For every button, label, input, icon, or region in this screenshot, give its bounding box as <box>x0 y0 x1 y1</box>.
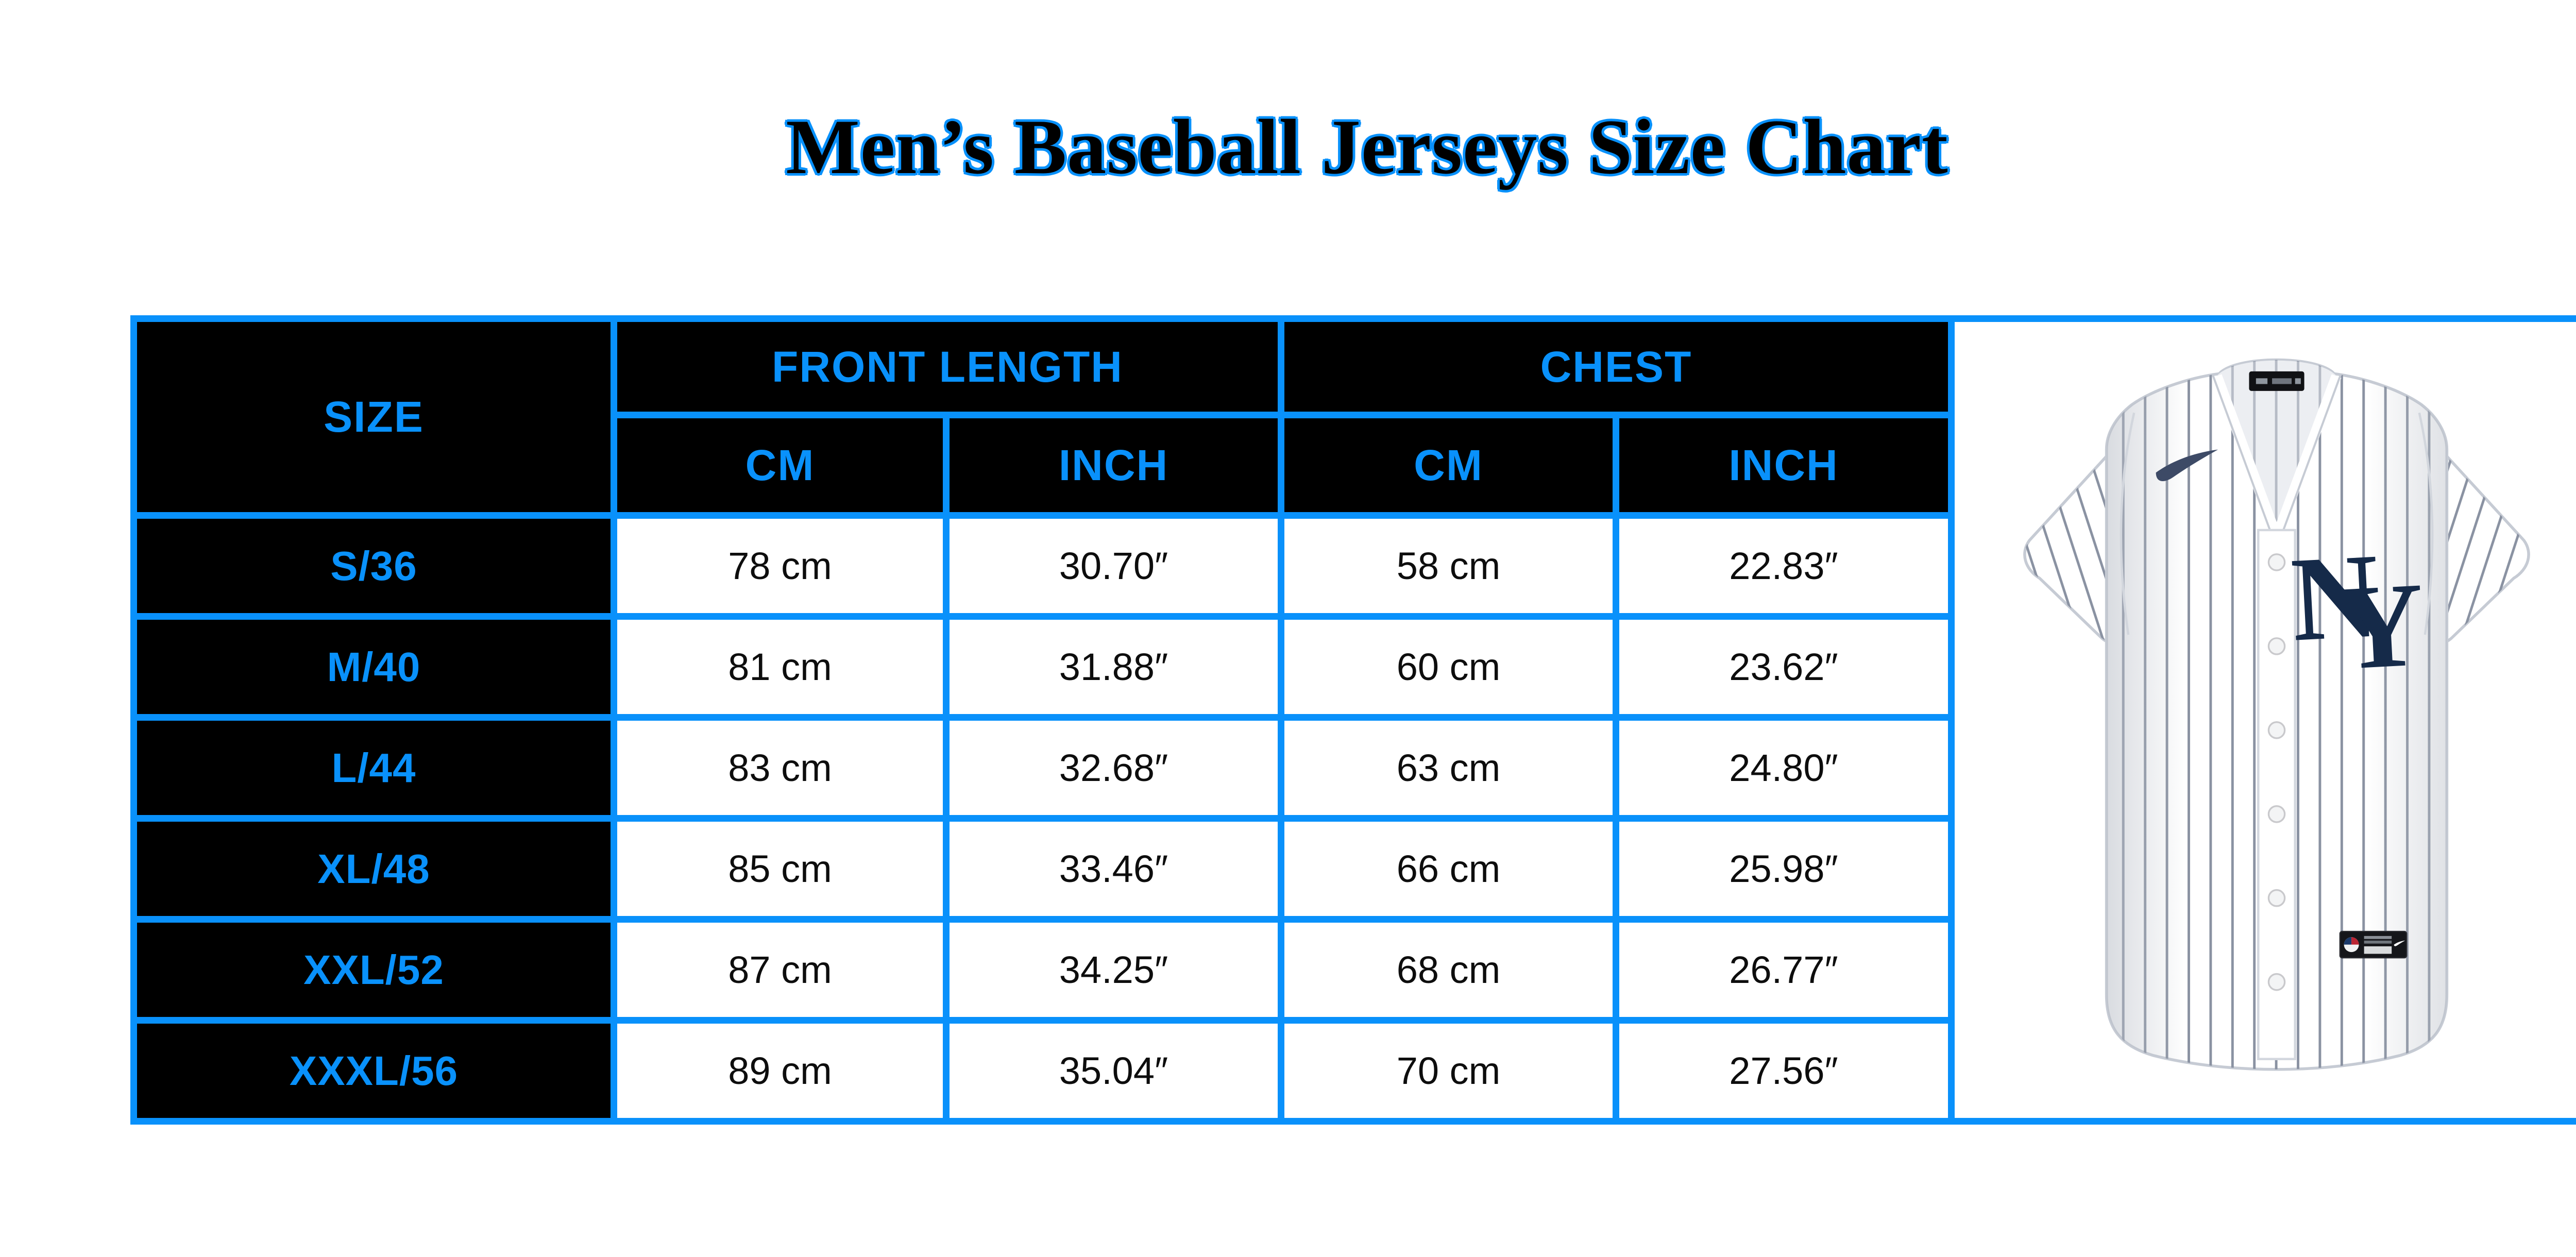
sub-header-front-cm: CM <box>611 412 950 519</box>
yankees-ny-logo: N Y <box>2288 528 2428 695</box>
size-label: M/40 <box>130 613 617 721</box>
table-row: M/40 81 cm 31.88″ 60 cm 23.62″ <box>130 613 2576 721</box>
jersey-button <box>2267 721 2285 739</box>
front-length-inch-value: 30.70″ <box>943 512 1284 620</box>
yankees-jersey-image: N Y <box>2023 358 2530 1071</box>
front-length-inch-value: 32.68″ <box>943 714 1284 822</box>
chest-inch-value: 26.77″ <box>1613 916 1955 1024</box>
size-label: S/36 <box>130 512 617 620</box>
chest-cm-value: 60 cm <box>1278 613 1619 721</box>
front-length-cm-value: 83 cm <box>611 714 950 822</box>
chest-cm-value: 68 cm <box>1278 916 1619 1024</box>
collar-size-label <box>2248 371 2304 391</box>
ny-logo-letter-y: Y <box>2333 557 2428 695</box>
front-length-inch-value: 35.04″ <box>943 1017 1284 1125</box>
size-label: XXL/52 <box>130 916 617 1024</box>
chest-inch-value: 27.56″ <box>1613 1017 1955 1125</box>
front-length-inch-value: 34.25″ <box>943 916 1284 1024</box>
jersey-image-panel: N Y <box>1948 315 2576 1125</box>
front-length-inch-value: 33.46″ <box>943 815 1284 923</box>
jersey-button <box>2267 637 2285 655</box>
size-label: XXXL/56 <box>130 1017 617 1125</box>
chest-inch-value: 22.83″ <box>1613 512 1955 620</box>
front-length-cm-value: 85 cm <box>611 815 950 923</box>
chest-cm-value: 63 cm <box>1278 714 1619 822</box>
table-row: S/36 78 cm 30.70″ 58 cm 22.83″ <box>130 512 2576 620</box>
table-row: XXXL/56 89 cm 35.04″ 70 cm 27.56″ <box>130 1017 2576 1125</box>
chest-cm-value: 58 cm <box>1278 512 1619 620</box>
front-length-cm-value: 78 cm <box>611 512 950 620</box>
col-header-size: SIZE <box>130 315 617 519</box>
page-title: Men’s Baseball Jerseys Size Chart <box>786 104 1948 190</box>
jersey-button <box>2267 553 2285 571</box>
front-length-inch-value: 31.88″ <box>943 613 1284 721</box>
jersey-button <box>2267 889 2285 907</box>
jersey-collar <box>2211 360 2342 539</box>
front-length-cm-value: 81 cm <box>611 613 950 721</box>
size-label: XL/48 <box>130 815 617 923</box>
front-length-cm-value: 89 cm <box>611 1017 950 1125</box>
sub-header-chest-inch: INCH <box>1613 412 1955 519</box>
col-header-front-length: FRONT LENGTH <box>611 315 1284 418</box>
mlb-logo-patch <box>2344 937 2359 953</box>
jersey-button <box>2267 973 2285 991</box>
table-row: L/44 83 cm 32.68″ 63 cm 24.80″ <box>130 714 2576 822</box>
chest-cm-value: 66 cm <box>1278 815 1619 923</box>
size-chart-table: SIZE FRONT LENGTH CHEST <box>130 315 2576 1125</box>
sub-header-front-inch: INCH <box>943 412 1284 519</box>
chest-inch-value: 24.80″ <box>1613 714 1955 822</box>
nike-swoosh-tag-icon <box>2394 940 2405 946</box>
ny-logo-letter-n: N <box>2288 528 2382 667</box>
jock-tag <box>2339 930 2407 959</box>
sub-header-chest-cm: CM <box>1278 412 1619 519</box>
jersey-placket <box>2257 529 2296 1060</box>
nike-swoosh-icon <box>2156 449 2218 482</box>
size-label: L/44 <box>130 714 617 822</box>
table-row: XL/48 85 cm 33.46″ 66 cm 25.98″ <box>130 815 2576 923</box>
table-row: XXL/52 87 cm 34.25″ 68 cm 26.77″ <box>130 916 2576 1024</box>
front-length-cm-value: 87 cm <box>611 916 950 1024</box>
jersey-button <box>2267 805 2285 823</box>
chest-inch-value: 23.62″ <box>1613 613 1955 721</box>
chest-cm-value: 70 cm <box>1278 1017 1619 1125</box>
col-header-chest: CHEST <box>1278 315 1955 418</box>
chest-inch-value: 25.98″ <box>1613 815 1955 923</box>
